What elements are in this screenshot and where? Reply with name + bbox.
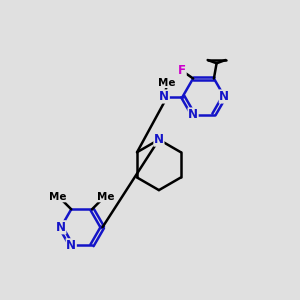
- Text: Me: Me: [97, 192, 115, 202]
- Text: Me: Me: [158, 77, 176, 88]
- Text: N: N: [56, 221, 66, 234]
- Text: N: N: [159, 90, 169, 103]
- Text: N: N: [66, 239, 76, 252]
- Text: N: N: [219, 90, 229, 103]
- Text: N: N: [154, 133, 164, 146]
- Text: N: N: [188, 108, 198, 121]
- Text: F: F: [178, 64, 186, 77]
- Text: Me: Me: [49, 192, 66, 202]
